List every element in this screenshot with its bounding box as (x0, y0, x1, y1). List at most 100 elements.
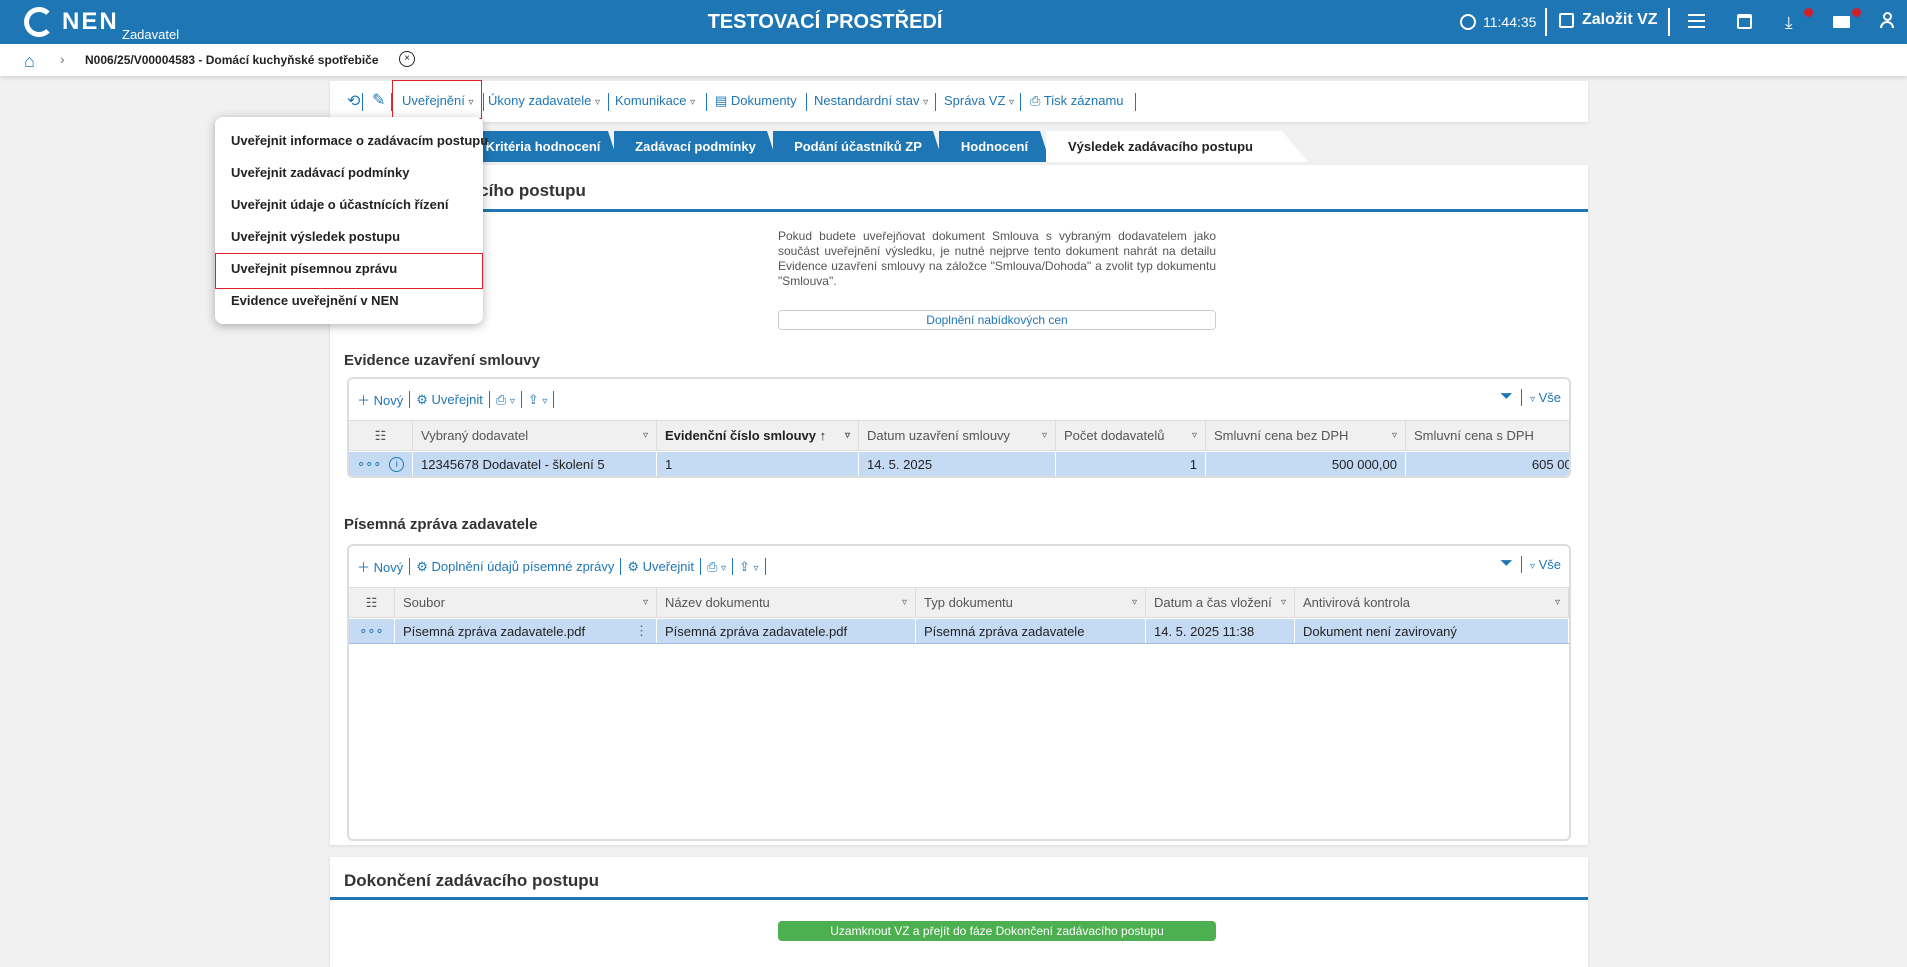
kebab-icon[interactable]: ⋮ (635, 623, 648, 638)
grid1-new-button[interactable]: ＋ Nový (357, 393, 404, 408)
file-link[interactable]: Písemná zpráva zadavatele.pdf (403, 623, 586, 639)
column-header[interactable]: Datum a čas vložení ▿ (1146, 588, 1295, 617)
filter-icon[interactable]: ⏷ (1500, 388, 1513, 405)
toolbar-communication[interactable]: Komunikace ▿ (615, 93, 696, 108)
table-row[interactable]: ∘∘∘ i 12345678 Dodavatel - školení 5 1 14… (349, 452, 1569, 476)
column-header[interactable]: Smluvní cena bez DPH ▿ (1206, 421, 1406, 450)
nen-logo-icon (24, 7, 54, 37)
row-menu-icon[interactable]: ∘∘∘ (359, 623, 384, 638)
tab-submissions[interactable]: Podání účastníků ZP (773, 131, 943, 162)
grid2-view-all[interactable]: ▿ Vše (1529, 556, 1561, 572)
breadcrumb: ⌂ › N006/25/V00004583 - Domácí kuchyňské… (0, 44, 1907, 76)
download-icon[interactable]: ⤓ (1785, 13, 1793, 32)
printer-icon: ⎙ (495, 391, 507, 407)
mail-icon[interactable] (1833, 16, 1850, 28)
tab-criteria[interactable]: Kritéria hodnocení (468, 131, 618, 162)
column-header[interactable]: Antivirová kontrola ▿ (1295, 588, 1569, 617)
column-settings-icon[interactable]: ☷ (349, 588, 395, 617)
lock-and-proceed-button[interactable]: Uzamknout VZ a přejít do fáze Dokončení … (778, 921, 1216, 941)
column-header[interactable]: Typ dokumentu ▿ (916, 588, 1146, 617)
environment-title: TESTOVACÍ PROSTŘEDÍ (707, 11, 943, 33)
main-toolbar: ⟲ ✎ Uveřejnění ▿ Úkony zadavatele ▿ Komu… (330, 81, 1588, 122)
grid2-fill-button[interactable]: ⚙ Doplnění údajů písemné zprávy (416, 558, 615, 574)
calendar-icon[interactable] (1737, 14, 1752, 29)
column-header[interactable]: Vybraný dodavatel ▿ (413, 421, 657, 450)
cell: Písemná zpráva zadavatele (916, 619, 1146, 643)
menu-item-publish-report[interactable]: Uveřejnit písemnou zprávu (231, 261, 398, 276)
grid1-title: Evidence uzavření smlouvy (344, 352, 540, 369)
create-vz-button[interactable]: Založit VZ (1559, 11, 1658, 29)
notification-badge (1852, 8, 1861, 17)
toolbar-publish[interactable]: Uveřejnění ▿ (402, 93, 474, 108)
export-icon: ⇪ (739, 558, 750, 574)
toolbar-print[interactable]: ⎙ Tisk záznamu (1030, 93, 1124, 108)
column-header[interactable]: Název dokumentu ▿ (657, 588, 916, 617)
fill-prices-button[interactable]: Doplnění nabídkových cen (778, 310, 1216, 330)
printer-icon: ⎙ (1030, 93, 1041, 108)
cell: Dokument není zavirovaný (1295, 619, 1569, 643)
grid2-print-button[interactable]: ⎙ ▿ (706, 558, 727, 574)
publish-icon: ⚙ (627, 558, 640, 574)
toolbar-documents[interactable]: ▤ Dokumenty (715, 93, 797, 108)
filter-icon[interactable]: ⏷ (1500, 555, 1513, 572)
cell: Písemná zpráva zadavatele.pdf (657, 619, 916, 643)
grid2-new-button[interactable]: ＋ Nový (357, 560, 404, 575)
chevron-right-icon: › (60, 51, 65, 67)
printer-icon: ⎙ (706, 558, 718, 574)
cell: 1 (1056, 452, 1206, 476)
section-divider (330, 209, 1588, 212)
table-row[interactable]: ∘∘∘ Písemná zpráva zadavatele.pdf ⋮ Písem… (349, 619, 1569, 644)
column-header[interactable]: Počet dodavatelů ▿ (1056, 421, 1206, 450)
contract-grid: ＋ Nový ⚙ Uveřejnit ⎙ ▿ ⇪ ▿ ⏷ ▿ Vše ☷ Vyb… (347, 377, 1571, 478)
cell: 605 000,00 (1406, 452, 1569, 476)
column-header[interactable]: Evidenční číslo smlouvy ↑ ▿ (657, 421, 859, 450)
tab-result[interactable]: Výsledek zadávacího postupu (1046, 131, 1308, 162)
info-icon[interactable]: i (389, 456, 404, 472)
grid1-publish-button[interactable]: ⚙ Uveřejnit (416, 391, 483, 407)
section-divider (330, 897, 1588, 900)
menu-item-publish-result[interactable]: Uveřejnit výsledek postupu (231, 229, 401, 244)
close-icon[interactable]: × (399, 51, 415, 67)
fill-icon: ⚙ (416, 558, 428, 574)
toolbar-manage-vz[interactable]: Správa VZ ▿ (944, 93, 1015, 108)
cell: 500 000,00 (1206, 452, 1406, 476)
edit-icon (1559, 12, 1574, 28)
tab-conditions[interactable]: Zadávací podmínky (614, 131, 777, 162)
cell: 1 (657, 452, 859, 476)
menu-item-publish-participants[interactable]: Uveřejnit údaje o účastnících řízení (231, 197, 449, 212)
export-icon: ⇪ (527, 391, 539, 407)
row-menu-icon[interactable]: ∘∘∘ (357, 456, 382, 471)
pencil-icon[interactable]: ✎ (372, 92, 386, 109)
column-settings-icon[interactable]: ☷ (349, 421, 413, 450)
grid2-export-button[interactable]: ⇪ ▿ (739, 558, 759, 574)
menu-item-publish-info[interactable]: Uveřejnit informace o zadávacím postupu (231, 133, 489, 148)
cell: 14. 5. 2025 11:38 (1146, 619, 1295, 643)
grid1-view-all[interactable]: ▿ Vše (1529, 389, 1561, 405)
column-header[interactable]: Soubor ▿ (395, 588, 657, 617)
column-header[interactable]: Smluvní cena s DPH (1406, 421, 1569, 450)
result-section: Výsledek zadávacího postupu Pokud budete… (330, 165, 1588, 845)
grid2-title: Písemná zpráva zadavatele (344, 516, 538, 533)
toolbar-nonstandard[interactable]: Nestandardní stav ▿ (814, 93, 929, 108)
breadcrumb-title[interactable]: N006/25/V00004583 - Domácí kuchyňské spo… (85, 53, 379, 67)
refresh-icon[interactable]: ⟲ (347, 93, 361, 110)
grid1-export-button[interactable]: ⇪ ▿ (527, 391, 548, 407)
column-header[interactable]: Datum uzavření smlouvy ▿ (859, 421, 1056, 450)
menu-item-publish-conditions[interactable]: Uveřejnit zadávací podmínky (231, 165, 410, 180)
app-header: NEN Zadavatel TESTOVACÍ PROSTŘEDÍ 11:44:… (0, 0, 1907, 44)
publish-icon: ⚙ (416, 391, 428, 407)
menu-icon[interactable] (1688, 14, 1705, 28)
finish-section: Dokončení zadávacího postupu Uzamknout V… (330, 857, 1588, 967)
logo-subtitle: Zadavatel (122, 27, 180, 42)
divider (1545, 8, 1547, 36)
logo-text[interactable]: NEN (62, 8, 119, 35)
grid1-print-button[interactable]: ⎙ ▿ (495, 391, 515, 407)
report-grid: ＋ Nový ⚙ Doplnění údajů písemné zprávy ⚙… (347, 544, 1571, 841)
user-icon[interactable] (1880, 12, 1894, 32)
tab-evaluation[interactable]: Hodnocení (939, 131, 1050, 162)
menu-highlight (215, 253, 483, 289)
home-icon[interactable]: ⌂ (24, 51, 35, 71)
toolbar-actions[interactable]: Úkony zadavatele ▿ (488, 93, 600, 108)
menu-item-publication-records[interactable]: Evidence uveřejnění v NEN (231, 293, 399, 308)
grid2-publish-button[interactable]: ⚙ Uveřejnit (627, 558, 694, 574)
